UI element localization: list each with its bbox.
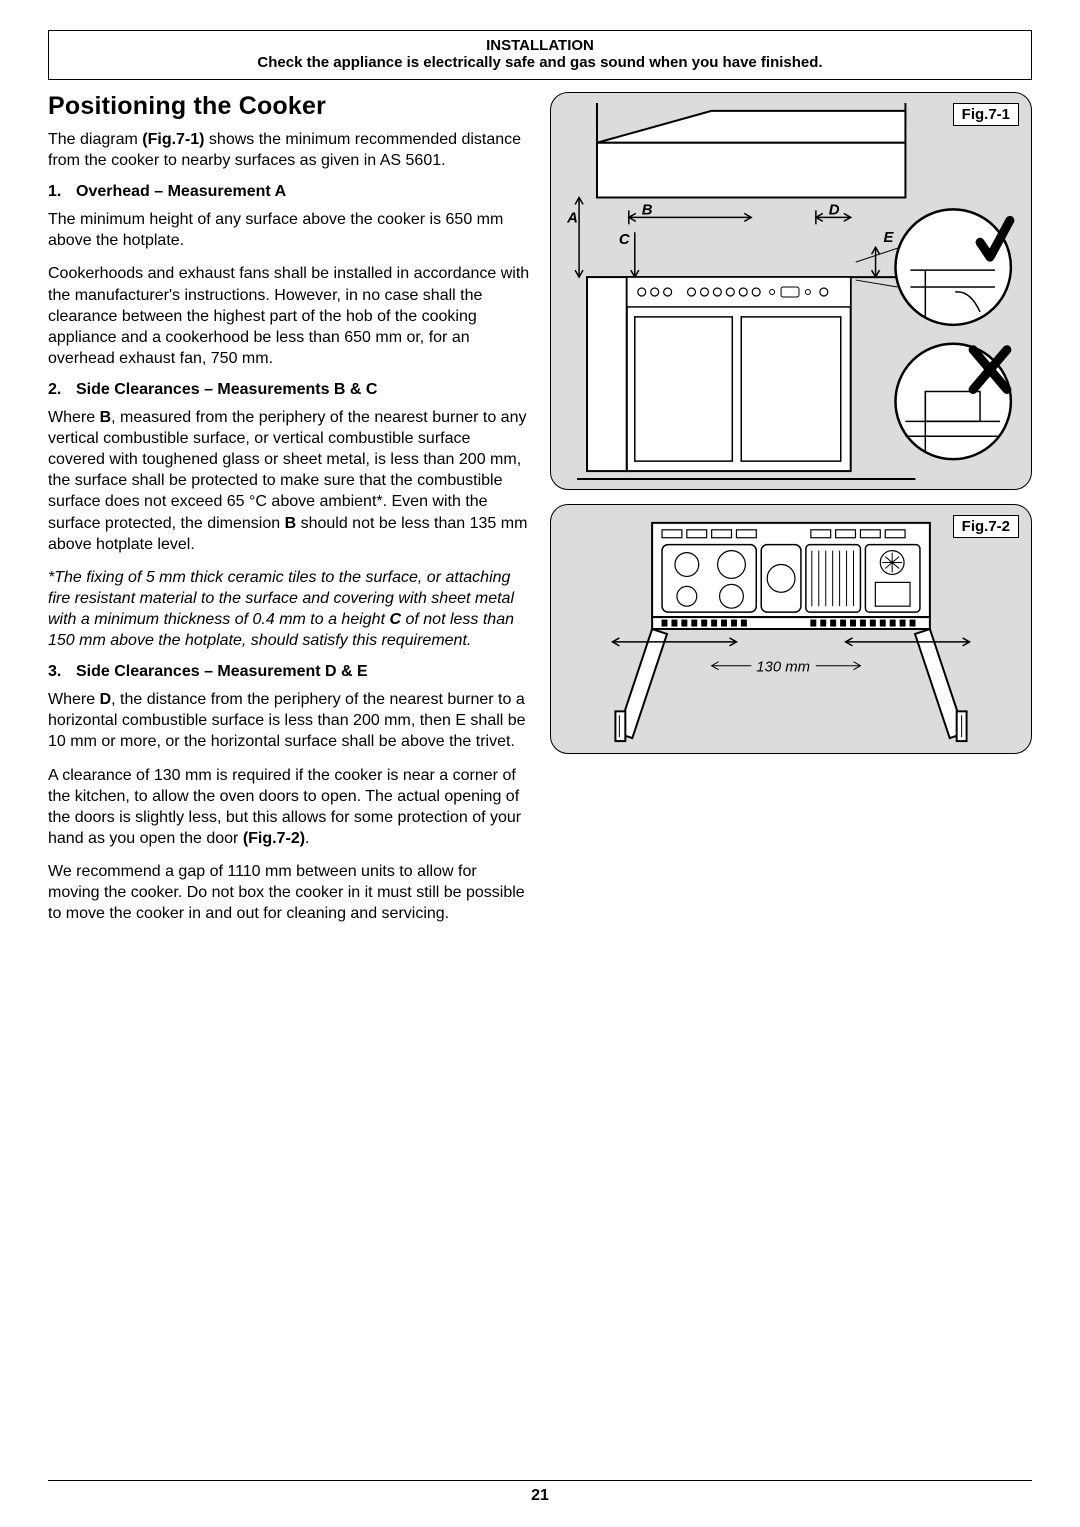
fig2-dim-label: 130 mm <box>756 660 810 676</box>
figure-7-1-label: Fig.7-1 <box>953 103 1019 126</box>
subhead-2: 2.Side Clearances – Measurements B & C <box>48 381 530 399</box>
fig1-label-D: D <box>829 201 840 218</box>
subhead-1: 1.Overhead – Measurement A <box>48 183 530 201</box>
content-columns: Positioning the Cooker The diagram (Fig.… <box>48 92 1032 936</box>
installation-banner: INSTALLATION Check the appliance is elec… <box>48 30 1032 80</box>
p5: Where D, the distance from the periphery… <box>48 689 530 752</box>
page-footer: 21 <box>48 1480 1032 1505</box>
page-number: 21 <box>48 1487 1032 1505</box>
figure-7-2-svg: 130 mm <box>551 505 1031 753</box>
fig1-label-C: C <box>619 231 630 248</box>
figure-7-1-svg: A B D C E <box>551 93 1031 489</box>
banner-line1: INSTALLATION <box>59 37 1021 54</box>
section-title: Positioning the Cooker <box>48 92 530 121</box>
left-column: Positioning the Cooker The diagram (Fig.… <box>48 92 530 936</box>
p3: Where B, measured from the periphery of … <box>48 407 530 555</box>
banner-line2: Check the appliance is electrically safe… <box>59 54 1021 71</box>
figure-7-2: Fig.7-2 <box>550 504 1032 754</box>
p4: *The fixing of 5 mm thick ceramic tiles … <box>48 567 530 651</box>
figure-7-2-label: Fig.7-2 <box>953 515 1019 538</box>
right-column: Fig.7-1 A B <box>550 92 1032 936</box>
subhead-3: 3.Side Clearances – Measurement D & E <box>48 663 530 681</box>
fig1-label-B: B <box>642 201 653 218</box>
intro-paragraph: The diagram (Fig.7-1) shows the minimum … <box>48 129 530 171</box>
figure-7-1: Fig.7-1 A B <box>550 92 1032 490</box>
fig1-label-A: A <box>566 209 578 226</box>
p1: The minimum height of any surface above … <box>48 209 530 251</box>
p2: Cookerhoods and exhaust fans shall be in… <box>48 263 530 369</box>
p7: We recommend a gap of 1110 mm between un… <box>48 861 530 924</box>
fig1-label-E: E <box>884 229 895 246</box>
p6: A clearance of 130 mm is required if the… <box>48 765 530 849</box>
